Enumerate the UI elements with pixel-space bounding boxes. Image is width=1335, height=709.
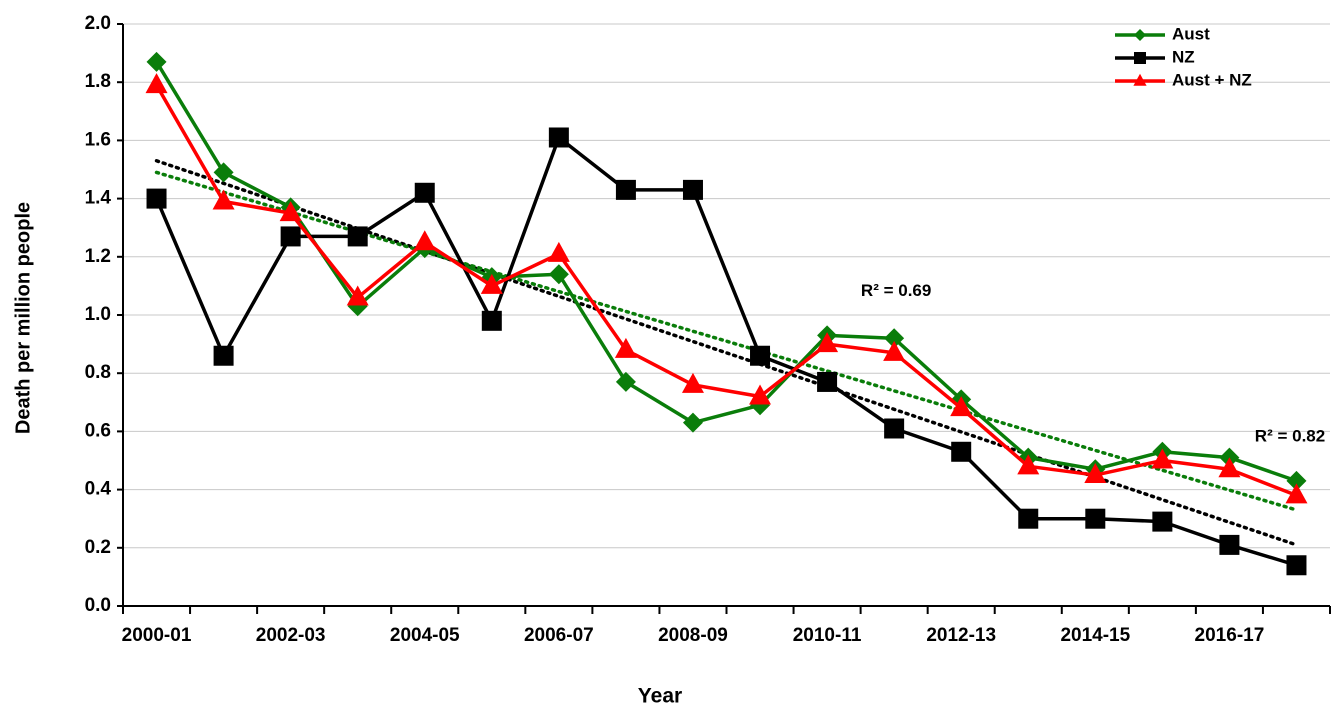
legend-marker <box>1133 73 1147 86</box>
data-point <box>413 230 436 251</box>
data-point <box>146 188 167 209</box>
x-tick-label: 2010-11 <box>793 625 862 646</box>
data-point <box>1286 470 1307 491</box>
legend-label: Aust <box>1172 24 1210 43</box>
y-tick-label: 1.8 <box>85 71 111 92</box>
data-point <box>1285 483 1308 504</box>
x-tick-label: 2000-01 <box>122 625 192 646</box>
legend-marker <box>1134 52 1146 64</box>
y-tick-label: 0.4 <box>85 479 112 500</box>
data-point <box>548 264 569 285</box>
data-point <box>682 179 703 200</box>
data-point <box>1219 534 1240 555</box>
data-point <box>548 127 569 148</box>
y-tick-label: 1.6 <box>85 129 111 150</box>
data-point <box>480 273 503 294</box>
data-point <box>681 372 704 393</box>
data-point <box>951 441 972 462</box>
annotation: R² = 0.82 <box>1255 427 1325 446</box>
data-point <box>950 396 973 417</box>
y-tick-label: 1.0 <box>85 304 111 325</box>
series-line <box>155 84 1298 498</box>
data-point <box>884 328 905 349</box>
data-point <box>1218 457 1241 478</box>
data-point <box>884 418 905 439</box>
data-point <box>817 371 838 392</box>
data-point <box>682 412 703 433</box>
x-axis-title: Year <box>638 685 682 708</box>
trendline <box>154 159 1299 547</box>
x-tick-label: 2016-17 <box>1195 625 1265 646</box>
y-tick-label: 2.0 <box>85 13 111 34</box>
data-point <box>1017 454 1040 475</box>
data-point <box>1151 448 1174 469</box>
data-point <box>213 162 234 183</box>
y-tick-label: 0.6 <box>85 420 111 441</box>
data-point <box>749 384 772 405</box>
x-tick-label: 2012-13 <box>926 625 996 646</box>
data-point <box>346 285 369 306</box>
y-axis-title: Death per million people <box>12 202 34 434</box>
data-point <box>213 345 234 366</box>
x-tick-label: 2002-03 <box>256 625 326 646</box>
legend-label: Aust + NZ <box>1172 70 1252 89</box>
x-tick-label: 2008-09 <box>658 625 728 646</box>
data-point <box>614 337 637 358</box>
legend-marker <box>1134 29 1146 41</box>
x-tick-label: 2006-07 <box>524 625 594 646</box>
y-tick-label: 0.0 <box>85 595 111 616</box>
data-point <box>481 310 502 331</box>
trendline <box>154 170 1299 512</box>
series-line <box>154 135 1297 567</box>
data-point <box>1084 463 1107 484</box>
data-point <box>347 226 368 247</box>
y-tick-label: 0.8 <box>85 362 111 383</box>
legend-label: NZ <box>1172 47 1195 66</box>
data-point <box>547 241 570 262</box>
data-point <box>1286 555 1307 576</box>
data-point <box>146 51 167 72</box>
series-line <box>155 60 1298 483</box>
data-point <box>1018 508 1039 529</box>
data-point <box>145 73 168 94</box>
x-tick-label: 2014-15 <box>1060 625 1130 646</box>
y-tick-label: 1.2 <box>85 246 111 267</box>
data-point <box>1152 511 1173 532</box>
data-point <box>279 201 302 222</box>
data-point <box>883 340 906 361</box>
data-point <box>212 189 235 210</box>
data-point <box>280 226 301 247</box>
data-point <box>615 179 636 200</box>
annotation: R² = 0.69 <box>861 281 931 300</box>
x-tick-label: 2004-05 <box>390 625 460 646</box>
data-point <box>1085 508 1106 529</box>
y-tick-label: 1.4 <box>85 188 112 209</box>
data-point <box>615 371 636 392</box>
data-point <box>816 332 839 353</box>
y-tick-label: 0.2 <box>85 537 111 558</box>
data-point <box>414 182 435 203</box>
data-point <box>750 345 771 366</box>
